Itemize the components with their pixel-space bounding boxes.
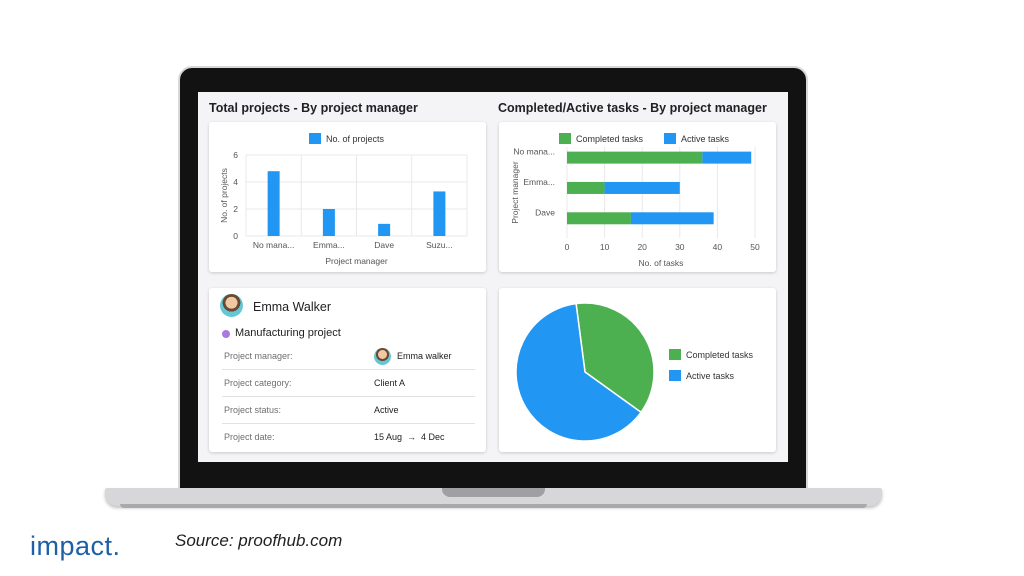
x-tick-label: No mana... [253, 240, 295, 250]
impact-logo: impact. [30, 531, 121, 561]
manager-avatar [374, 348, 391, 365]
bar [322, 209, 335, 236]
right-chart-title: Completed/Active tasks - By project mana… [498, 101, 767, 115]
laptop-base-shadow [120, 504, 867, 508]
x-tick-label: 10 [600, 242, 610, 252]
x-axis-label: Project manager [325, 256, 388, 266]
row-project-category: Project category: Client A [222, 370, 475, 397]
row-label: Project status: [224, 405, 282, 415]
x-tick-label: 0 [565, 242, 570, 252]
avatar [220, 294, 243, 317]
y-axis-label: No. of projects [219, 168, 229, 223]
x-axis-label: No. of tasks [639, 258, 684, 268]
y-tick-label: Emma... [523, 177, 555, 187]
row-value[interactable]: Client A [374, 378, 406, 388]
x-tick-label: Dave [374, 240, 394, 250]
row-project-date: Project date: 15 Aug → 4 Dec [222, 424, 475, 451]
legend-label: Active tasks [681, 134, 730, 144]
date-range[interactable]: 15 Aug → 4 Dec [374, 432, 445, 442]
laptop-notch [442, 488, 545, 497]
legend-label: Active tasks [686, 371, 735, 381]
project-color-dot [222, 330, 230, 338]
legend-label: Completed tasks [686, 350, 754, 360]
bar [433, 191, 446, 236]
bar-segment [567, 181, 605, 194]
bar [378, 223, 391, 236]
tasks-stacked-bar-chart: Completed tasks Active tasks 0 10 20 30 40 50 No… [510, 133, 760, 268]
legend-swatch [559, 133, 571, 144]
bar-segment [604, 181, 680, 194]
project-name[interactable]: Manufacturing project [235, 327, 341, 339]
projects-bar-chart: No. of projects 0 2 4 6 No mana... Emma... Dave… [219, 133, 468, 266]
laptop-base [105, 488, 882, 506]
bar-segment [630, 212, 714, 225]
tasks-pie-chart: Completed tasks Active tasks [515, 302, 754, 442]
pie-slice [515, 302, 643, 442]
pie-slice [575, 302, 655, 414]
y-tick-label: Dave [535, 207, 555, 217]
y-tick-label: No mana... [513, 147, 555, 157]
y-tick-label: 4 [233, 177, 238, 187]
source-credit: Source: proofhub.com [175, 531, 343, 550]
row-project-manager: Project manager: Emma walker [222, 343, 475, 370]
legend-swatch [669, 370, 681, 381]
bar-segment [702, 151, 752, 164]
row-value[interactable]: Emma walker [397, 351, 452, 361]
bar [267, 171, 280, 236]
x-tick-label: 50 [750, 242, 760, 252]
legend-swatch [309, 133, 321, 144]
left-chart-title: Total projects - By project manager [209, 101, 418, 115]
dashboard-screen: Total projects - By project manager No. … [198, 92, 788, 462]
project-details-card: Emma Walker Manufacturing project Projec… [209, 288, 486, 452]
x-tick-label: Suzu... [426, 240, 452, 250]
bar-segment [567, 151, 703, 164]
x-tick-label: 20 [637, 242, 647, 252]
x-tick-label: 40 [713, 242, 723, 252]
x-tick-label: Emma... [313, 240, 345, 250]
projects-chart-card: No. of projects 0 2 4 6 No mana... Emma... Dave… [209, 122, 486, 272]
legend-swatch [669, 349, 681, 360]
x-tick-label: 30 [675, 242, 685, 252]
row-label: Project date: [224, 432, 275, 442]
tasks-pie-card: Completed tasks Active tasks [499, 288, 776, 452]
bar-segment [567, 212, 631, 225]
person-name: Emma Walker [253, 300, 332, 314]
row-label: Project category: [224, 378, 292, 388]
y-axis-label: Project manager [510, 161, 520, 224]
row-label: Project manager: [224, 351, 293, 361]
end-date: 4 Dec [421, 432, 445, 442]
arrow-right-icon: → [407, 432, 417, 442]
legend-label: No. of projects [326, 134, 385, 144]
legend-label: Completed tasks [576, 134, 644, 144]
start-date: 15 Aug [374, 432, 403, 442]
y-tick-label: 2 [233, 204, 238, 214]
legend-swatch [664, 133, 676, 144]
row-project-status: Project status: Active [222, 397, 475, 424]
y-tick-label: 6 [233, 150, 238, 160]
row-value[interactable]: Active [374, 405, 399, 415]
tasks-chart-card: Completed tasks Active tasks 0 10 20 30 40 50 No… [499, 122, 776, 272]
y-tick-label: 0 [233, 231, 238, 241]
